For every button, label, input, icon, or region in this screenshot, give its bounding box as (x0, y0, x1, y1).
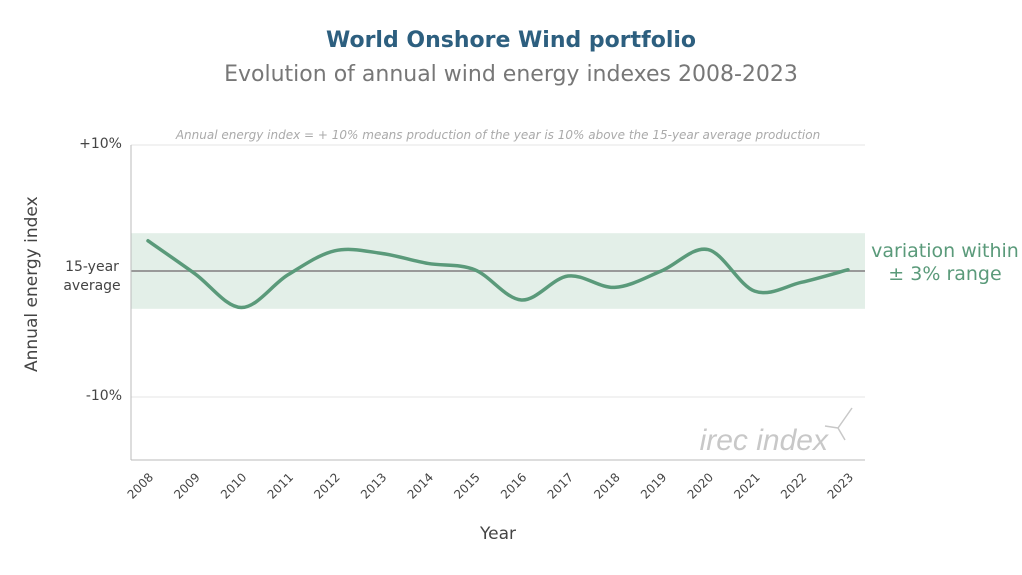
x-tick-label: 2016 (498, 470, 529, 501)
x-tick-label: 2023 (825, 470, 856, 501)
y-tick-label: 15-year average (63, 259, 121, 294)
x-tick-label: 2015 (451, 470, 482, 501)
x-tick-label: 2008 (125, 470, 156, 501)
chart-note: Annual energy index = + 10% means produc… (175, 128, 821, 142)
y-tick-label: +10% (79, 136, 122, 152)
x-tick-label: 2009 (171, 470, 202, 501)
x-tick-label: 2013 (358, 470, 389, 501)
x-tick-label: 2022 (778, 470, 809, 501)
series-line (146, 239, 850, 310)
chart-title: World Onshore Wind portfolio (325, 28, 697, 53)
x-tick-label: 2018 (591, 470, 622, 501)
x-tick-label: 2011 (265, 470, 296, 501)
watermark: irec index (700, 424, 829, 457)
x-tick-label: 2014 (405, 470, 436, 501)
x-tick-label: 2021 (731, 470, 762, 501)
x-tick-label: 2020 (685, 470, 716, 501)
turbine-icon (824, 407, 853, 441)
x-tick-label: 2012 (311, 470, 342, 501)
band-label: variation within ± 3% range (871, 240, 1019, 285)
x-tick-label: 2017 (545, 470, 576, 501)
chart-subtitle: Evolution of annual wind energy indexes … (224, 62, 798, 87)
x-tick-label: 2010 (218, 470, 249, 501)
y-tick-label: -10% (85, 388, 122, 404)
x-tick-label: 2019 (638, 470, 669, 501)
x-axis-label: Year (480, 524, 516, 544)
